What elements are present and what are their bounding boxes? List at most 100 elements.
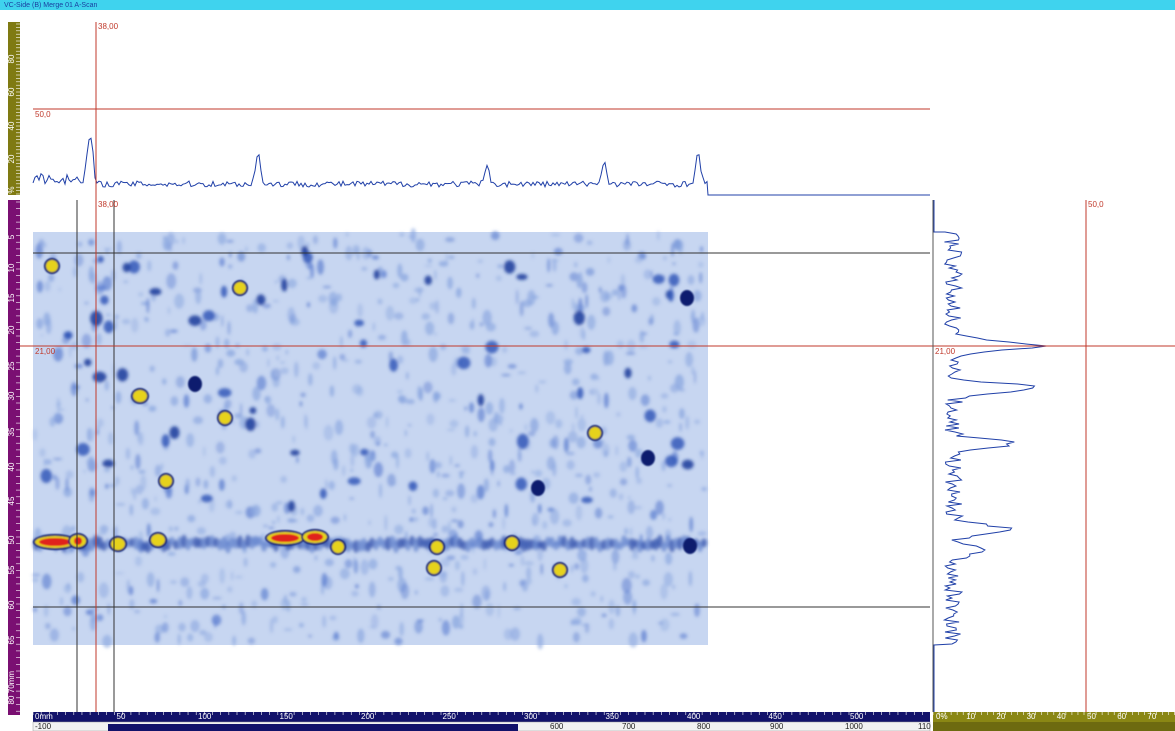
speckle	[514, 550, 522, 555]
ruler-label: 900	[770, 722, 784, 731]
speckle	[524, 327, 532, 330]
speckle	[377, 299, 382, 305]
speckle	[498, 481, 500, 487]
speckle	[662, 512, 665, 519]
speckle	[228, 264, 232, 269]
speckle	[370, 431, 375, 439]
spot-outer	[531, 480, 545, 496]
indication	[281, 279, 287, 292]
speckle	[162, 378, 166, 385]
speckle	[334, 632, 339, 640]
speckle	[246, 349, 249, 356]
speckle	[465, 406, 467, 410]
speckle	[615, 446, 618, 456]
speckle	[186, 586, 192, 599]
speckle	[140, 475, 146, 491]
speckle	[626, 352, 636, 355]
indication	[671, 437, 685, 450]
speckle	[572, 378, 580, 385]
speckle	[571, 598, 581, 606]
speckle	[178, 633, 181, 644]
speckle	[187, 515, 195, 522]
speckle	[434, 333, 437, 336]
speckle	[122, 319, 130, 325]
indication	[65, 331, 73, 339]
speckle	[583, 330, 585, 340]
speckle	[272, 521, 275, 525]
speckle	[33, 607, 37, 612]
speckle	[399, 233, 404, 236]
ruler-label: 20	[996, 712, 1005, 721]
speckle	[287, 518, 296, 522]
speckle	[155, 632, 161, 642]
speckle	[219, 479, 225, 491]
speckle	[462, 349, 470, 354]
speckle	[66, 477, 69, 492]
speckle	[432, 518, 437, 529]
speckle	[55, 477, 59, 490]
speckle	[593, 472, 600, 477]
speckle	[301, 597, 307, 602]
speckle	[178, 623, 185, 632]
speckle	[670, 384, 679, 393]
speckle	[33, 429, 37, 441]
speckle	[401, 330, 408, 346]
speckle	[538, 504, 542, 514]
speckle	[366, 457, 372, 468]
speckle	[58, 288, 61, 292]
speckle	[499, 398, 505, 414]
speckle	[473, 431, 477, 437]
speckle	[503, 517, 505, 530]
speckle	[609, 619, 614, 630]
speckle	[144, 317, 148, 322]
speckle	[679, 422, 682, 431]
speckle	[150, 508, 160, 515]
speckle	[355, 360, 362, 364]
speckle	[272, 300, 279, 302]
speckle	[129, 504, 133, 516]
speckle	[191, 347, 197, 361]
speckle	[530, 296, 539, 299]
speckle	[406, 372, 409, 380]
speckle	[537, 634, 543, 650]
speckle	[655, 500, 664, 514]
ruler-label: 50	[1087, 712, 1096, 721]
speckle	[437, 471, 440, 478]
speckle	[451, 507, 456, 513]
speckle	[245, 246, 248, 252]
ruler-label: 35	[7, 427, 16, 436]
speckle	[63, 606, 71, 616]
ruler-label: 0%	[936, 712, 948, 721]
speckle	[170, 580, 177, 584]
speckle	[574, 302, 577, 313]
indication	[320, 488, 327, 499]
speckle	[275, 280, 278, 283]
speckle	[573, 617, 582, 625]
speckle	[567, 460, 575, 470]
speckle	[442, 620, 450, 635]
speckle	[435, 300, 439, 314]
speckle	[324, 425, 334, 441]
speckle	[39, 448, 45, 457]
speckle	[214, 619, 216, 629]
speckle	[400, 583, 409, 599]
speckle	[227, 321, 230, 335]
speckle	[330, 385, 334, 397]
speckle	[446, 555, 455, 560]
speckle	[572, 423, 575, 433]
speckle	[377, 442, 380, 446]
speckle	[72, 385, 80, 389]
speckle	[634, 506, 642, 510]
speckle	[694, 603, 700, 617]
speckle	[439, 618, 443, 622]
speckle	[448, 521, 451, 535]
speckle	[379, 483, 382, 498]
speckle	[185, 478, 190, 489]
speckle	[289, 592, 296, 597]
speckle	[204, 394, 212, 403]
speckle	[599, 439, 605, 443]
speckle	[636, 466, 639, 479]
speckle	[88, 239, 95, 246]
speckle	[299, 623, 304, 628]
speckle	[232, 475, 237, 481]
